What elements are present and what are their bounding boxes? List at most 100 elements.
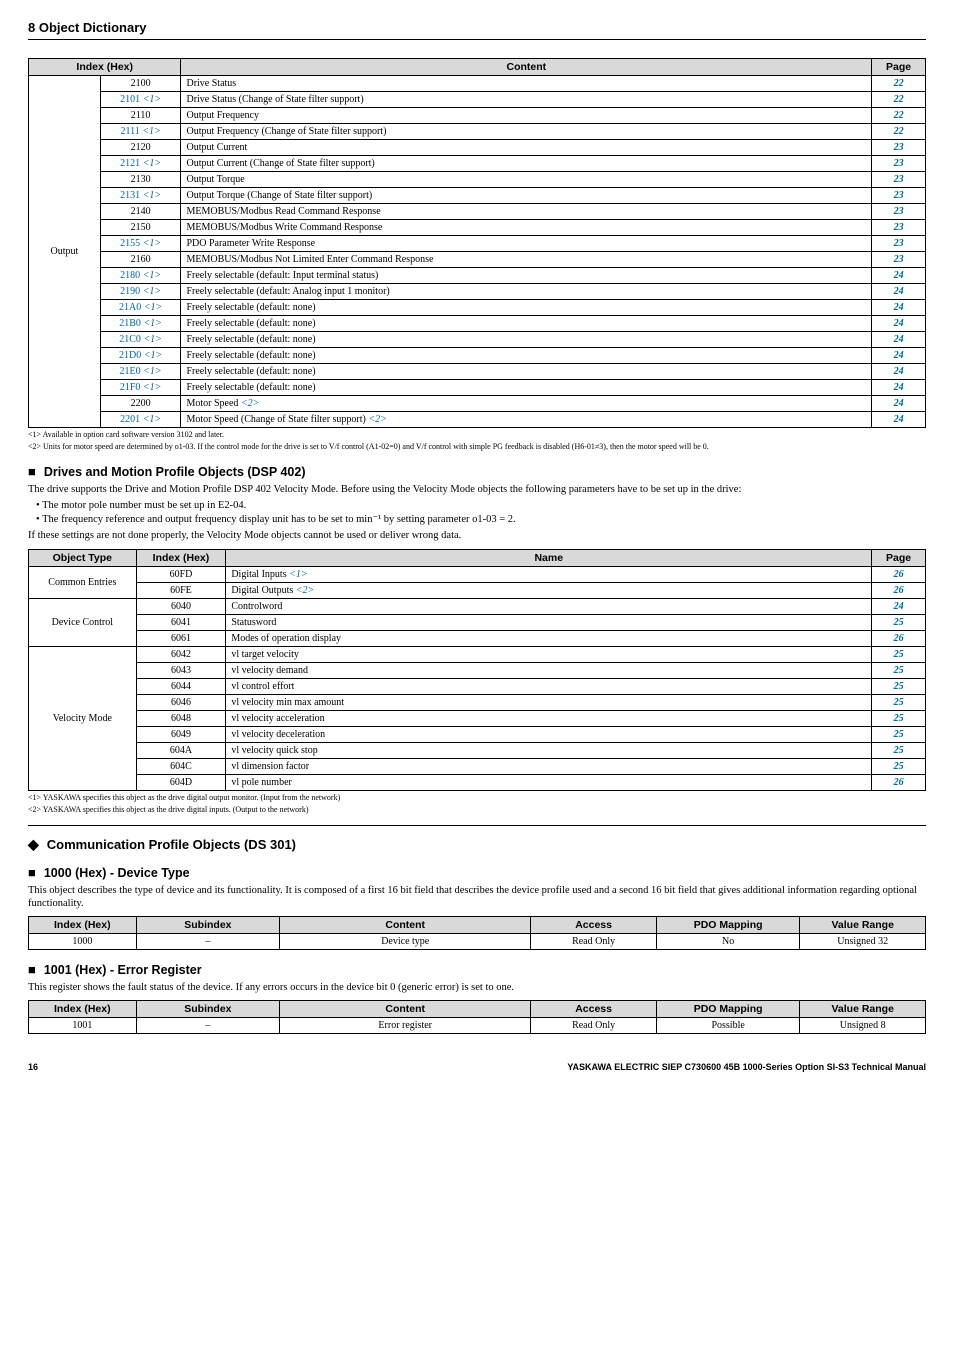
content-cell: Freely selectable (default: none) xyxy=(181,364,872,380)
table-row: 21F0 <1>Freely selectable (default: none… xyxy=(29,380,926,396)
table-row: 2200Motor Speed <2>24 xyxy=(29,396,926,412)
th-page: Page xyxy=(872,549,926,566)
table-row: 2190 <1>Freely selectable (default: Anal… xyxy=(29,284,926,300)
sec1001-heading: 1001 (Hex) - Error Register xyxy=(28,962,926,977)
table-row: 6041Statusword25 xyxy=(29,614,926,630)
cell: 1000 xyxy=(29,933,137,949)
page-cell: 24 xyxy=(872,412,926,428)
column-header: Access xyxy=(531,1000,657,1017)
ds301-heading: Communication Profile Objects (DS 301) xyxy=(28,836,926,853)
content-cell: Motor Speed (Change of State filter supp… xyxy=(181,412,872,428)
table-row: 604Cvl dimension factor25 xyxy=(29,758,926,774)
dsp402-heading: Drives and Motion Profile Objects (DSP 4… xyxy=(28,464,926,479)
content-cell: Output Torque (Change of State filter su… xyxy=(181,188,872,204)
column-header: PDO Mapping xyxy=(656,916,800,933)
column-header: Index (Hex) xyxy=(29,1000,137,1017)
cell: Unsigned 32 xyxy=(800,933,926,949)
index-cell: 6043 xyxy=(136,662,226,678)
page-cell: 24 xyxy=(872,300,926,316)
table-row: 2110Output Frequency22 xyxy=(29,108,926,124)
page-cell: 25 xyxy=(872,614,926,630)
column-header: Content xyxy=(280,1000,531,1017)
name-cell: Digital Inputs <1> xyxy=(226,566,872,582)
content-cell: Drive Status (Change of State filter sup… xyxy=(181,92,872,108)
cell: Read Only xyxy=(531,1017,657,1033)
index-cell: 2190 <1> xyxy=(100,284,181,300)
column-header: Content xyxy=(280,916,531,933)
table-row: 2140MEMOBUS/Modbus Read Command Response… xyxy=(29,204,926,220)
table-row: 2150MEMOBUS/Modbus Write Command Respons… xyxy=(29,220,926,236)
content-cell: Motor Speed <2> xyxy=(181,396,872,412)
index-cell: 604C xyxy=(136,758,226,774)
object-type-cell: Velocity Mode xyxy=(29,646,137,790)
cell: Unsigned 8 xyxy=(800,1017,926,1033)
cell: 1001 xyxy=(29,1017,137,1033)
table-row: 6046vl velocity min max amount25 xyxy=(29,694,926,710)
name-cell: Digital Outputs <2> xyxy=(226,582,872,598)
table-row: 6043vl velocity demand25 xyxy=(29,662,926,678)
page-cell: 25 xyxy=(872,678,926,694)
index-cell: 604D xyxy=(136,774,226,790)
cell: Device type xyxy=(280,933,531,949)
output-category-cell: Output xyxy=(29,76,101,428)
content-cell: Output Current (Change of State filter s… xyxy=(181,156,872,172)
index-cell: 2155 <1> xyxy=(100,236,181,252)
table-row: 2101 <1>Drive Status (Change of State fi… xyxy=(29,92,926,108)
dsp402-post: If these settings are not done properly,… xyxy=(28,529,926,542)
page-cell: 24 xyxy=(872,396,926,412)
index-cell: 2110 xyxy=(100,108,181,124)
content-cell: Freely selectable (default: Input termin… xyxy=(181,268,872,284)
table-row: 6048vl velocity acceleration25 xyxy=(29,710,926,726)
page-cell: 25 xyxy=(872,710,926,726)
table-row: 21C0 <1>Freely selectable (default: none… xyxy=(29,332,926,348)
index-cell: 2201 <1> xyxy=(100,412,181,428)
object-type-cell: Common Entries xyxy=(29,566,137,598)
content-cell: Output Torque xyxy=(181,172,872,188)
page-cell: 23 xyxy=(872,188,926,204)
table-row: Common Entries60FDDigital Inputs <1>26 xyxy=(29,566,926,582)
column-header: Subindex xyxy=(136,916,280,933)
page-cell: 25 xyxy=(872,662,926,678)
th-name: Name xyxy=(226,549,872,566)
sec1000-text: This object describes the type of device… xyxy=(28,884,926,910)
index-cell: 60FD xyxy=(136,566,226,582)
index-cell: 6040 xyxy=(136,598,226,614)
index-cell: 604A xyxy=(136,742,226,758)
content-cell: MEMOBUS/Modbus Not Limited Enter Command… xyxy=(181,252,872,268)
page-cell: 26 xyxy=(872,582,926,598)
footnote: <1> YASKAWA specifies this object as the… xyxy=(28,793,926,803)
sec1000-heading: 1000 (Hex) - Device Type xyxy=(28,865,926,880)
name-cell: vl velocity deceleration xyxy=(226,726,872,742)
table-row: 2155 <1>PDO Parameter Write Response23 xyxy=(29,236,926,252)
footnote: <2> YASKAWA specifies this object as the… xyxy=(28,805,926,815)
index-cell: 60FE xyxy=(136,582,226,598)
index-cell: 2160 xyxy=(100,252,181,268)
table-row: 2111 <1>Output Frequency (Change of Stat… xyxy=(29,124,926,140)
page-cell: 24 xyxy=(872,268,926,284)
index-cell: 2100 xyxy=(100,76,181,92)
content-cell: Drive Status xyxy=(181,76,872,92)
index-cell: 2111 <1> xyxy=(100,124,181,140)
page-cell: 22 xyxy=(872,108,926,124)
name-cell: vl dimension factor xyxy=(226,758,872,774)
content-cell: Freely selectable (default: none) xyxy=(181,348,872,364)
table-row: 2201 <1>Motor Speed (Change of State fil… xyxy=(29,412,926,428)
index-cell: 6049 xyxy=(136,726,226,742)
page-cell: 22 xyxy=(872,76,926,92)
index-cell: 21E0 <1> xyxy=(100,364,181,380)
cell: Error register xyxy=(280,1017,531,1033)
index-cell: 6061 xyxy=(136,630,226,646)
page-cell: 22 xyxy=(872,92,926,108)
page-cell: 25 xyxy=(872,742,926,758)
bullet-item: The motor pole number must be set up in … xyxy=(36,499,926,513)
page-cell: 26 xyxy=(872,566,926,582)
index-cell: 6046 xyxy=(136,694,226,710)
table-row: Velocity Mode6042vl target velocity25 xyxy=(29,646,926,662)
footer-page: 16 xyxy=(28,1062,38,1072)
page-cell: 25 xyxy=(872,694,926,710)
page-cell: 23 xyxy=(872,156,926,172)
page-cell: 23 xyxy=(872,236,926,252)
index-cell: 6048 xyxy=(136,710,226,726)
content-cell: Freely selectable (default: none) xyxy=(181,300,872,316)
index-cell: 6042 xyxy=(136,646,226,662)
